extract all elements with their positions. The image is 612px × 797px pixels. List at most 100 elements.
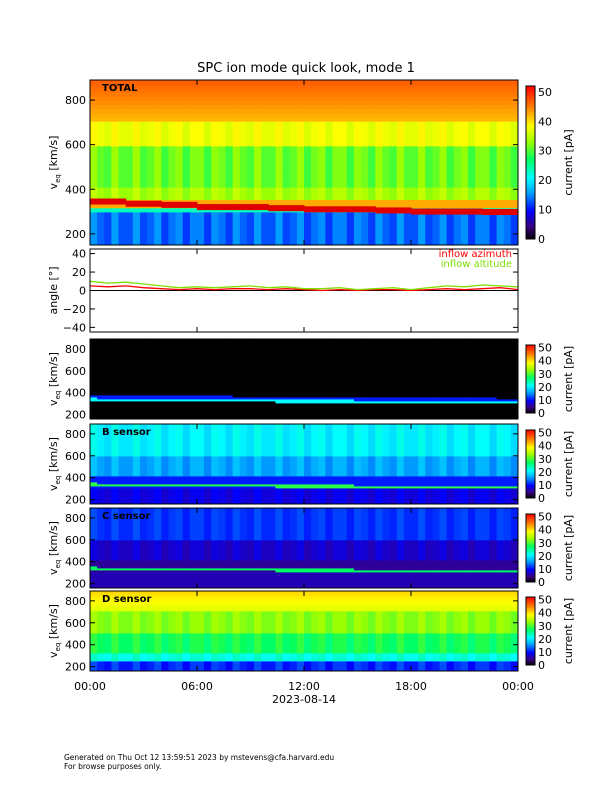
heatmap-cell <box>411 204 419 209</box>
heatmap-cell <box>90 134 98 139</box>
heatmap-cell <box>247 88 255 93</box>
heatmap-cell <box>425 97 433 102</box>
heatmap-cell <box>489 84 497 89</box>
heatmap-cell <box>218 130 226 135</box>
heatmap-cell <box>475 125 483 130</box>
heatmap-cell <box>283 224 291 229</box>
y-axis-label: veq [km/s] <box>47 136 62 190</box>
heatmap-cell <box>447 97 455 102</box>
heatmap-cell <box>304 179 312 184</box>
heatmap-cell <box>197 142 205 147</box>
heatmap-cell <box>176 175 184 180</box>
heatmap-cell <box>475 154 483 159</box>
heatmap-cell <box>233 134 241 139</box>
heatmap-cell <box>254 142 262 147</box>
heatmap-cell <box>254 80 262 85</box>
heatmap-cell <box>440 150 448 155</box>
heatmap-cell <box>390 80 398 85</box>
heatmap-cell <box>297 167 305 172</box>
heatmap-cell <box>325 183 333 188</box>
heatmap-cell <box>432 154 440 159</box>
heatmap-cell <box>504 117 512 122</box>
heatmap-cell <box>97 220 105 225</box>
heatmap-cell <box>390 175 398 180</box>
heatmap-cell <box>333 125 341 130</box>
heatmap-cell <box>354 191 362 196</box>
heatmap-cell <box>290 101 298 106</box>
heatmap-cell <box>468 138 476 143</box>
heatmap-cell <box>347 117 355 122</box>
heatmap-cell <box>397 121 405 126</box>
heatmap-cell <box>497 158 505 163</box>
heatmap-cell <box>140 179 148 184</box>
heatmap-cell <box>211 224 219 229</box>
heatmap-cell <box>283 229 291 234</box>
heatmap-cell <box>418 130 426 135</box>
heatmap-cell <box>497 237 505 242</box>
heatmap-cell <box>461 171 469 176</box>
heatmap-cell <box>133 179 141 184</box>
heatmap-cell <box>340 117 348 122</box>
heatmap-cell <box>140 229 148 234</box>
heatmap-cell <box>275 109 283 114</box>
heatmap-cell <box>475 183 483 188</box>
heatmap-cell <box>418 125 426 130</box>
heatmap-cell <box>468 175 476 180</box>
heatmap-cell <box>382 179 390 184</box>
heatmap-cell <box>226 191 234 196</box>
heatmap-cell <box>104 224 112 229</box>
heatmap-cell <box>511 154 519 159</box>
heatmap-cell <box>190 220 198 225</box>
heatmap-cell <box>168 113 176 118</box>
heatmap-cell <box>140 146 148 151</box>
heatmap-cell <box>190 233 198 238</box>
heatmap-cell <box>511 88 519 93</box>
heatmap-cell <box>197 150 205 155</box>
heatmap-cell <box>183 101 191 106</box>
heatmap-cell <box>504 101 512 106</box>
heatmap-cell <box>390 216 398 221</box>
heatmap-cell <box>397 187 405 192</box>
heatmap-cell <box>268 216 276 221</box>
heatmap-cell <box>318 97 326 102</box>
heatmap-cell <box>468 105 476 110</box>
heatmap-cell <box>290 163 298 168</box>
heatmap-cell <box>197 212 205 217</box>
heatmap-cell <box>361 146 369 151</box>
heatmap-cell <box>440 220 448 225</box>
heatmap-cell <box>418 175 426 180</box>
heatmap-cell <box>233 154 241 159</box>
heatmap-cell <box>397 105 405 110</box>
heatmap-cell <box>183 142 191 147</box>
heatmap-cell <box>504 196 512 201</box>
heatmap-cell <box>340 233 348 238</box>
heatmap-cell <box>247 84 255 89</box>
heatmap-cell <box>333 233 341 238</box>
heatmap-cell <box>432 196 440 201</box>
heatmap-cell <box>361 191 369 196</box>
heatmap-cell <box>354 88 362 93</box>
heatmap-cell <box>211 130 219 135</box>
heatmap-cell <box>240 105 248 110</box>
heatmap-cell <box>283 183 291 188</box>
heatmap-cell <box>397 191 405 196</box>
heatmap-cell <box>361 92 369 97</box>
heatmap-cell <box>311 216 319 221</box>
heatmap-cell <box>482 134 490 139</box>
heatmap-cell <box>275 92 283 97</box>
heatmap-cell <box>418 146 426 151</box>
heatmap-cell <box>361 179 369 184</box>
heatmap-cell <box>482 216 490 221</box>
heatmap-cell <box>168 187 176 192</box>
heatmap-cell <box>497 220 505 225</box>
heatmap-cell <box>211 237 219 242</box>
heatmap-cell <box>154 97 162 102</box>
chart-title: SPC ion mode quick look, mode 1 <box>197 61 415 76</box>
heatmap-cell <box>268 97 276 102</box>
heatmap-cell <box>111 167 119 172</box>
heatmap-cell <box>482 191 490 196</box>
heatmap-cell <box>511 125 519 130</box>
heatmap-cell <box>504 216 512 221</box>
heatmap-cell <box>183 105 191 110</box>
